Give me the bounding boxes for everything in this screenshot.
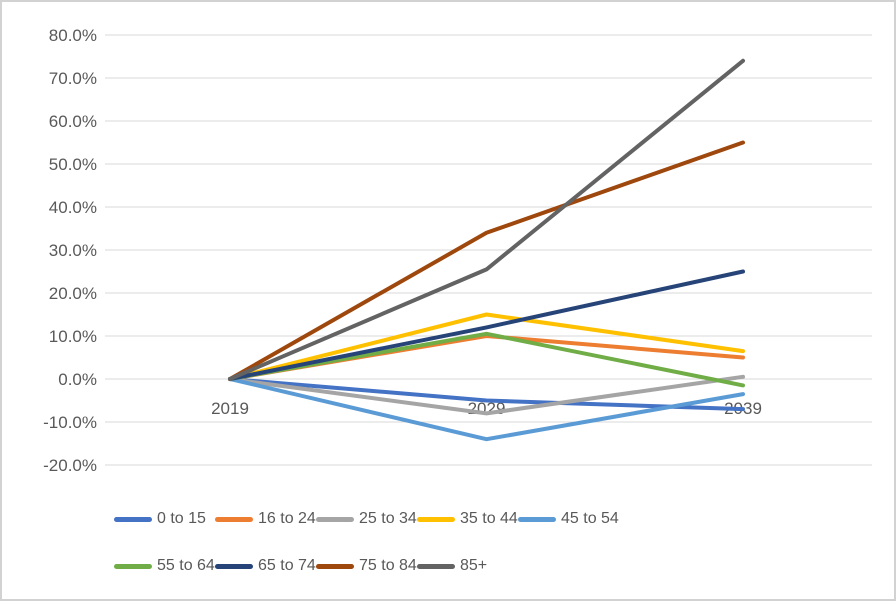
- legend-swatch-55-to-64: [114, 563, 152, 569]
- series-line-85: [228, 58, 745, 381]
- legend-label-25-to-34: 25 to 34: [359, 510, 417, 527]
- series-line-25-to-34: [228, 374, 745, 416]
- y-tick-label-20: 20.0%: [49, 284, 97, 303]
- legend-item-35-to-44[interactable]: 35 to 44: [417, 507, 518, 531]
- legend-label-35-to-44: 35 to 44: [460, 510, 518, 527]
- y-tick-label--10: -10.0%: [43, 413, 97, 432]
- y-tick-label-50: 50.0%: [49, 155, 97, 174]
- legend-item-25-to-34[interactable]: 25 to 34: [316, 507, 417, 531]
- series-line-16-to-24: [228, 334, 745, 381]
- legend-swatch-85-plus: [417, 563, 455, 569]
- legend-item-75-to-84[interactable]: 75 to 84: [316, 554, 417, 578]
- y-tick-label-70: 70.0%: [49, 69, 97, 88]
- chart-legend-row-2: 55 to 64 65 to 74 75 to 84 85+: [114, 554, 884, 578]
- legend-item-0-to-15[interactable]: 0 to 15: [114, 507, 215, 531]
- series-line-55-to-64: [228, 331, 745, 388]
- y-tick-label-60: 60.0%: [49, 112, 97, 131]
- y-tick-label-0: 0.0%: [58, 370, 97, 389]
- y-tick-label-30: 30.0%: [49, 241, 97, 260]
- legend-label-0-to-15: 0 to 15: [157, 510, 206, 527]
- legend-item-16-to-24[interactable]: 16 to 24: [215, 507, 316, 531]
- legend-label-16-to-24: 16 to 24: [258, 510, 316, 527]
- series-line-0-to-15: [228, 377, 745, 412]
- legend-label-75-to-84: 75 to 84: [359, 557, 417, 574]
- y-tick-label-80: 80.0%: [49, 26, 97, 45]
- y-tick-label-10: 10.0%: [49, 327, 97, 346]
- chart-legend-row-1: 0 to 15 16 to 24 25 to 34 35 to 44 45 to…: [114, 507, 884, 531]
- legend-label-45-to-54: 45 to 54: [561, 510, 619, 527]
- x-tick-label-2019: 2019: [211, 399, 249, 418]
- legend-swatch-0-to-15: [114, 516, 152, 522]
- legend-item-55-to-64[interactable]: 55 to 64: [114, 554, 215, 578]
- legend-label-85-plus: 85+: [460, 557, 488, 574]
- legend-swatch-35-to-44: [417, 516, 455, 522]
- legend-label-65-to-74: 65 to 74: [258, 557, 316, 574]
- legend-swatch-16-to-24: [215, 516, 253, 522]
- legend-swatch-45-to-54: [518, 516, 556, 522]
- legend-item-85-plus[interactable]: 85+: [417, 554, 518, 578]
- series-line-75-to-84: [228, 140, 745, 381]
- legend-item-45-to-54[interactable]: 45 to 54: [518, 507, 619, 531]
- series-line-65-to-74: [228, 269, 745, 381]
- series-line-45-to-54: [228, 377, 745, 442]
- y-tick-label--20: -20.0%: [43, 456, 97, 475]
- series-line-35-to-44: [228, 312, 745, 381]
- legend-swatch-25-to-34: [316, 516, 354, 522]
- y-tick-label-40: 40.0%: [49, 198, 97, 217]
- legend-label-55-to-64: 55 to 64: [157, 557, 215, 574]
- legend-swatch-75-to-84: [316, 563, 354, 569]
- legend-swatch-65-to-74: [215, 563, 253, 569]
- legend-item-65-to-74[interactable]: 65 to 74: [215, 554, 316, 578]
